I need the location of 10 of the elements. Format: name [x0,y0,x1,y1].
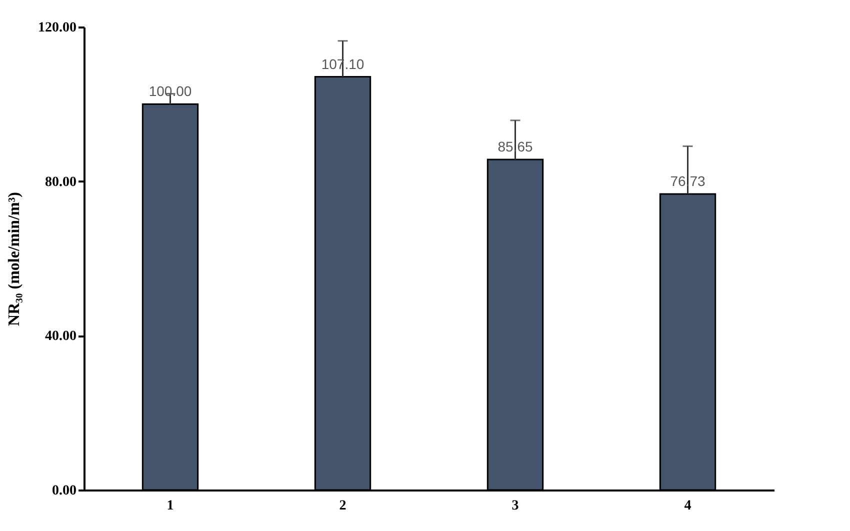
x-tick-label: 2 [339,498,346,514]
data-label: 100.00 [148,83,192,100]
x-tick-label: 3 [512,498,519,514]
y-tick-label: 120.00 [38,20,76,36]
y-tick-label: 0.00 [52,484,76,498]
y-tick-label: 40.00 [45,329,76,344]
x-tick-label: 4 [684,498,692,514]
y-axis-title: NR₃₀ (mole/min/m³) [6,192,23,326]
y-tick-label: 80.00 [45,174,76,190]
x-tick-label: 1 [166,498,174,514]
